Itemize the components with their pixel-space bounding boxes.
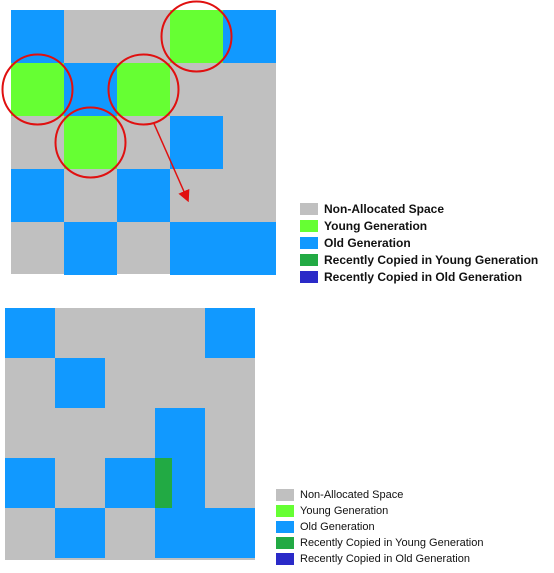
after-recently-copied-young-block [155, 458, 172, 508]
legend-label: Old Generation [300, 521, 375, 533]
after-old-block [205, 308, 255, 358]
legend-swatch [300, 203, 318, 215]
highlight-circle [1, 53, 74, 126]
legend-label: Old Generation [324, 236, 411, 250]
before-young-block [117, 63, 170, 116]
before-old-block [170, 116, 223, 169]
after-old-block [55, 508, 105, 558]
after-old-block [155, 408, 205, 458]
legend-swatch [300, 271, 318, 283]
legend-label: Recently Copied in Young Generation [324, 253, 539, 267]
highlight-circle [107, 53, 180, 126]
after-old-block [5, 308, 55, 358]
legend-swatch [300, 254, 318, 266]
legend-label: Recently Copied in Young Generation [300, 537, 484, 549]
before-young-block [64, 116, 117, 169]
after-old-block [205, 508, 255, 558]
before-old-block [117, 169, 170, 222]
legend-label: Young Generation [324, 219, 428, 233]
highlight-circle [54, 106, 127, 179]
legend-top: Non-Allocated Space Young Generation Old G… [300, 201, 550, 286]
legend-swatch [276, 553, 294, 565]
legend-swatch [276, 505, 294, 517]
legend-label: Recently Copied in Old Generation [300, 553, 470, 565]
after-old-block [105, 458, 155, 508]
before-young-block [170, 10, 223, 63]
before-young-block [11, 63, 64, 116]
legend-bottom: Non-Allocated Space Young Generation Old G… [276, 487, 546, 567]
after-old-block [155, 508, 205, 558]
legend-label: Non-Allocated Space [324, 202, 445, 216]
before-old-block [11, 169, 64, 222]
legend-swatch [276, 521, 294, 533]
legend-swatch [276, 489, 294, 501]
legend-swatch [300, 220, 318, 232]
before-old-block [223, 222, 276, 275]
highlight-circle [160, 0, 233, 73]
legend-swatch [300, 237, 318, 249]
legend-label: Young Generation [300, 505, 389, 517]
legend-label: Non-Allocated Space [300, 489, 404, 501]
before-old-block [64, 222, 117, 275]
highlight-arrow [152, 122, 190, 203]
legend-swatch [276, 537, 294, 549]
after-old-block [5, 458, 55, 508]
legend-label: Recently Copied in Old Generation [324, 270, 523, 284]
heap-diagram-after [5, 308, 255, 560]
after-old-block [55, 358, 105, 408]
before-old-block [170, 222, 223, 275]
